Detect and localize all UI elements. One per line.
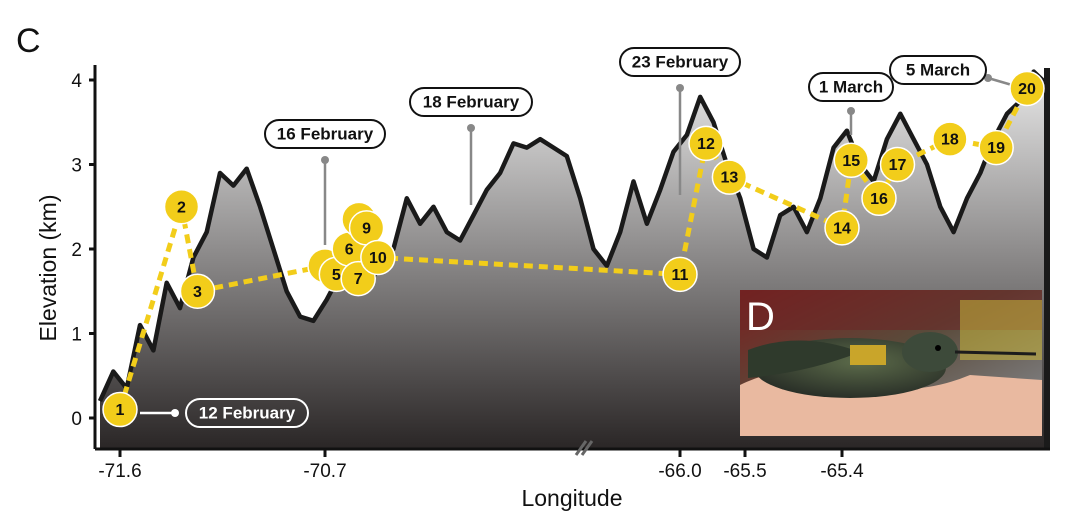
y-tick-label: 1: [71, 325, 82, 346]
date-callout: 16 February: [264, 119, 386, 245]
location-point-label: 17: [889, 157, 907, 174]
location-point-label: 20: [1018, 81, 1036, 98]
location-points: 1234567891011121314151617181920: [102, 70, 1045, 428]
x-tick-label: -65.5: [723, 461, 766, 482]
date-callout-label: 18 February: [423, 93, 520, 112]
gps-tag: [850, 345, 886, 365]
location-point-label: 1: [116, 402, 125, 419]
location-point-label: 19: [987, 140, 1005, 157]
location-point: 19: [978, 129, 1014, 166]
date-callout: 18 February: [409, 87, 533, 205]
y-tick-label: 4: [71, 71, 82, 92]
location-point-label: 15: [842, 153, 860, 170]
location-point: 15: [833, 142, 869, 179]
location-point-label: 13: [721, 170, 739, 187]
location-point: 3: [179, 273, 216, 309]
y-axis-title: Elevation (km): [35, 195, 61, 342]
x-axis-ticks: -71.6 -70.7 -66.0 -65.5 -65.4: [98, 449, 864, 482]
location-point-label: 11: [672, 267, 689, 284]
location-point: 20: [1009, 70, 1045, 107]
date-callouts: 12 February 16 February 18 February 23 Febr…: [140, 47, 1013, 428]
x-tick-label: -66.0: [658, 461, 701, 482]
date-callout-label: 23 February: [632, 53, 729, 72]
location-point: 14: [824, 210, 860, 246]
y-tick-label: 2: [71, 240, 82, 261]
location-point-label: 14: [833, 220, 851, 237]
location-point-label: 7: [354, 271, 363, 288]
location-point: 16: [861, 180, 897, 217]
inset-label: D: [746, 295, 775, 339]
location-point: 17: [879, 146, 916, 183]
location-point-label: 6: [345, 242, 354, 259]
location-point-label: 9: [362, 220, 371, 237]
location-point-label: 2: [177, 199, 186, 216]
date-callout: 12 February: [140, 398, 309, 428]
location-point-label: 12: [697, 136, 715, 153]
axis-break-icon: [574, 440, 594, 456]
hummingbird-bill: [954, 350, 1037, 356]
location-point-label: 5: [332, 267, 341, 284]
x-axis-title: Longitude: [521, 485, 622, 511]
date-callout-label: 12 February: [199, 404, 296, 423]
terrain-ridge-line: [97, 69, 1049, 403]
date-callout: 5 March: [889, 55, 1013, 87]
location-point: 12: [688, 125, 724, 162]
location-point-label: 10: [369, 250, 387, 267]
location-point: 10: [360, 239, 396, 276]
y-axis-ticks: 0 1 2 3 4: [71, 71, 95, 430]
location-point: 11: [662, 256, 698, 293]
y-tick-label: 3: [71, 156, 82, 177]
location-point: 18: [932, 121, 968, 157]
date-callout-label: 16 February: [277, 125, 374, 144]
location-point: 1: [102, 391, 138, 428]
date-callout-label: 1 March: [819, 78, 883, 97]
y-tick-label: 0: [71, 409, 82, 430]
location-point-label: 16: [870, 191, 888, 208]
location-point: 13: [711, 159, 748, 195]
location-point-label: 3: [193, 284, 202, 301]
location-point-label: 18: [941, 132, 959, 149]
x-tick-label: -65.4: [820, 461, 864, 482]
x-tick-label: -71.6: [98, 461, 141, 482]
x-tick-label: -70.7: [303, 461, 346, 482]
inset-photo: D: [740, 290, 1042, 436]
date-callout-label: 5 March: [906, 61, 970, 80]
hummingbird-head: [902, 332, 958, 372]
location-point: 2: [163, 189, 200, 225]
panel-label: C: [16, 22, 41, 60]
date-callout: 23 February: [619, 47, 741, 195]
hummingbird-wing: [748, 340, 860, 378]
date-callout: 1 March: [808, 72, 894, 135]
